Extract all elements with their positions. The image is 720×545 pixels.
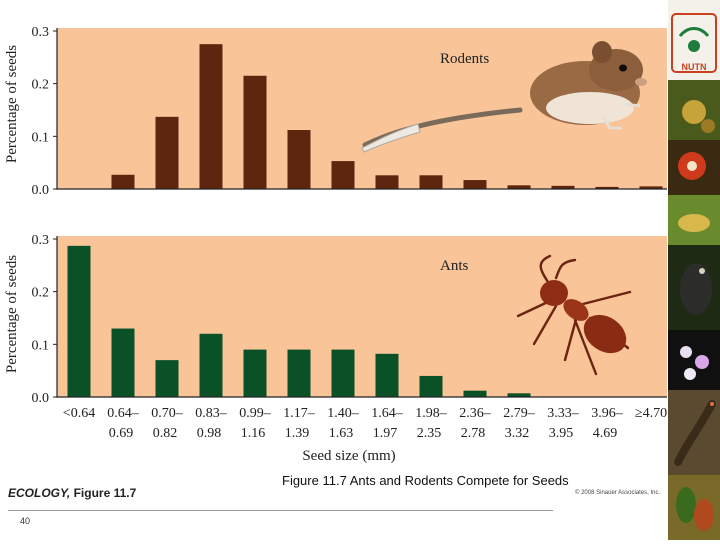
ants-bar xyxy=(155,360,179,397)
rodents-y-label: Percentage of seeds xyxy=(4,45,20,163)
rodents-bar xyxy=(551,185,575,189)
ants-y-label: Percentage of seeds xyxy=(4,255,20,373)
photo-creature xyxy=(668,245,720,330)
x-tick-label-line2: 1.97 xyxy=(373,426,398,441)
figure-caption: Figure 11.7 Ants and Rodents Compete for… xyxy=(282,473,569,488)
rodents-bar xyxy=(595,186,619,189)
side-photo-strip: NUTN xyxy=(668,0,720,540)
copyright-notice: © 2008 Sinauer Associates, Inc. xyxy=(575,490,661,496)
x-tick-label: 0.70– xyxy=(151,406,184,421)
rodents-legend-title: Rodents xyxy=(440,51,489,67)
svg-text:NUTN: NUTN xyxy=(682,62,707,72)
rodents-bar xyxy=(507,185,531,189)
x-tick-label: 2.79– xyxy=(503,406,536,421)
x-tick-label: 1.40– xyxy=(327,406,360,421)
rodents-bar xyxy=(419,175,443,189)
university-logo: NUTN xyxy=(668,0,720,80)
ants-y-tick-label: 0.1 xyxy=(32,338,50,353)
x-tick-label-line2: 2.78 xyxy=(461,426,486,441)
rodents-bar xyxy=(639,186,663,189)
rodents-y-tick-label: 0.1 xyxy=(32,130,50,145)
x-tick-label: 2.36– xyxy=(459,406,492,421)
x-tick-label-line2: 2.35 xyxy=(417,426,442,441)
x-tick-label-line2: 0.98 xyxy=(197,426,222,441)
ants-chart: 0.0 0.1 0.2 0.3 Percentage of seeds Ants xyxy=(4,233,667,406)
x-tick-label: 1.98– xyxy=(415,406,448,421)
ants-bar xyxy=(199,333,223,397)
footer-divider xyxy=(8,510,553,511)
x-tick-label-line2: 3.95 xyxy=(549,426,574,441)
x-tick-label: 0.83– xyxy=(195,406,228,421)
x-tick-label-line2: 1.63 xyxy=(329,426,354,441)
x-tick-label-line2: 3.32 xyxy=(505,426,530,441)
ants-legend-title: Ants xyxy=(440,258,469,274)
ants-bar xyxy=(463,390,487,397)
ants-bar xyxy=(507,393,531,397)
x-tick-label: 3.33– xyxy=(547,406,580,421)
rodents-bar xyxy=(199,44,223,189)
rodents-bar xyxy=(287,130,311,189)
rodent-illustration xyxy=(361,41,647,153)
ants-bar xyxy=(287,349,311,397)
ants-bar xyxy=(419,375,443,397)
rodents-bar xyxy=(331,161,355,189)
rodents-chart: 0.0 0.1 0.2 0.3 Percentage of seeds Rodents xyxy=(4,25,667,198)
rodents-y-tick-label: 0.2 xyxy=(32,78,50,93)
photo-leaves xyxy=(668,475,720,540)
x-tick-label: <0.64 xyxy=(63,406,95,421)
x-tick-label-line2: 1.16 xyxy=(241,426,266,441)
x-tick-label-line2: 0.69 xyxy=(109,426,134,441)
x-tick-label: 3.96– xyxy=(591,406,624,421)
x-tick-label-line2: 0.82 xyxy=(153,426,178,441)
x-tick-label: ≥4.70 xyxy=(635,406,667,421)
x-axis-label: Seed size (mm) xyxy=(302,448,395,464)
ants-bar xyxy=(67,245,91,397)
rodents-bar xyxy=(375,175,399,189)
book-credit: ECOLOGY, Figure 11.7 xyxy=(8,486,136,500)
x-tick-labels: <0.64 0.64– 0.69 0.70– 0.82 0.83– 0.98 0.99– 1.1… xyxy=(63,406,667,441)
photo-salamander xyxy=(668,390,720,475)
x-tick-label-line2: 1.39 xyxy=(285,426,310,441)
rodents-bar xyxy=(463,180,487,189)
ant-illustration xyxy=(516,254,632,376)
x-tick-label: 1.64– xyxy=(371,406,404,421)
ants-y-tick-label: 0.3 xyxy=(32,233,50,248)
photo-orchid xyxy=(668,330,720,390)
rodents-y-tick-label: 0.3 xyxy=(32,25,50,40)
x-tick-label: 1.17– xyxy=(283,406,316,421)
rodents-y-tick-label: 0.0 xyxy=(32,183,50,198)
photo-frog xyxy=(668,195,720,245)
rodents-bar xyxy=(155,116,179,189)
x-tick-label-line2: 4.69 xyxy=(593,426,618,441)
page-number: 40 xyxy=(20,516,31,526)
rodents-bar xyxy=(111,174,135,189)
ants-bar xyxy=(331,349,355,397)
ants-y-tick-label: 0.2 xyxy=(32,286,50,301)
photo-fruit xyxy=(668,80,720,140)
ants-y-tick-label: 0.0 xyxy=(32,391,50,406)
ants-bar xyxy=(375,353,399,397)
rodents-bar xyxy=(243,75,267,189)
figure-number: Figure 11.7 xyxy=(70,486,137,500)
ants-bar xyxy=(111,328,135,397)
book-title: ECOLOGY, xyxy=(8,486,71,500)
photo-flower xyxy=(668,140,720,195)
x-tick-label: 0.64– xyxy=(107,406,140,421)
x-tick-label: 0.99– xyxy=(239,406,272,421)
ants-bar xyxy=(243,349,267,397)
